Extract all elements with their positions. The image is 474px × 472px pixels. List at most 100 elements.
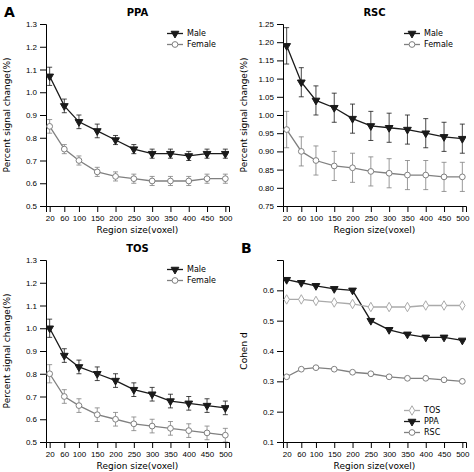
tick: 0.3 <box>263 377 283 386</box>
error-bar <box>47 365 52 383</box>
tick-mark <box>50 442 51 448</box>
tick-label: 1.05 <box>258 93 274 102</box>
error-cap <box>423 118 428 119</box>
error-bar <box>284 111 289 147</box>
error-cap <box>205 174 210 175</box>
series <box>284 365 465 384</box>
legend-label: PPA <box>424 417 439 426</box>
error-cap <box>368 140 373 141</box>
tick-label: 0.8 <box>26 134 38 143</box>
tick-label: 0.85 <box>258 166 274 175</box>
error-cap <box>368 156 373 157</box>
tick-mark <box>40 442 46 443</box>
tick-label: 0.9 <box>26 347 38 356</box>
y-axis: 0.10.20.30.40.50.6 <box>263 261 284 448</box>
tick-mark <box>40 92 46 93</box>
panel: 20601001502002503003504004505000.50.60.7… <box>2 4 233 235</box>
error-cap <box>313 145 318 146</box>
tick: 1.25 <box>258 20 283 29</box>
tick: 400 <box>183 206 197 223</box>
tick: 500 <box>456 442 470 459</box>
marker <box>299 295 304 304</box>
error-bar <box>442 162 447 191</box>
tick: 20 <box>283 442 292 459</box>
error-bar <box>131 417 136 431</box>
error-cap <box>168 421 173 422</box>
marker <box>167 399 175 406</box>
error-cap <box>405 160 410 161</box>
tick-label: 500 <box>456 450 470 459</box>
error-bar <box>168 422 173 436</box>
tick: 150 <box>328 442 342 459</box>
x-axis: 2060100150200250300350400450500 <box>46 442 233 459</box>
marker <box>368 371 374 377</box>
tick-mark <box>152 442 153 448</box>
marker <box>298 366 304 372</box>
marker <box>313 365 319 371</box>
marker <box>330 287 338 294</box>
tick-label: 0.9 <box>26 111 38 120</box>
tick: 60 <box>60 442 69 459</box>
marker <box>185 154 193 161</box>
tick: 1.3 <box>26 256 46 265</box>
x-axis: 2060100150200250300350400450500 <box>46 206 233 223</box>
error-bar <box>131 174 136 183</box>
error-cap <box>186 396 191 397</box>
tick-mark <box>334 442 335 448</box>
error-cap <box>223 414 228 415</box>
tick-label: 400 <box>183 214 197 223</box>
error-bar <box>62 390 67 404</box>
error-cap <box>95 124 100 125</box>
tick-label: 1.3 <box>26 20 38 29</box>
marker <box>167 151 175 158</box>
error-cap <box>205 439 210 440</box>
error-cap <box>350 182 355 183</box>
error-cap <box>299 136 304 137</box>
tick: 500 <box>456 206 470 223</box>
marker <box>349 288 357 295</box>
error-cap <box>205 183 210 184</box>
tick-mark <box>277 151 283 152</box>
tick-label: 0.80 <box>258 184 274 193</box>
error-cap <box>95 137 100 138</box>
marker <box>405 375 411 381</box>
tick-mark <box>316 206 317 212</box>
tick: 450 <box>201 206 215 223</box>
marker <box>47 123 53 129</box>
marker <box>423 375 429 381</box>
tick: 0.6 <box>263 286 283 295</box>
error-cap <box>299 96 304 97</box>
marker <box>297 80 305 87</box>
tick-label: 350 <box>164 214 178 223</box>
tick: 450 <box>438 442 452 459</box>
tick: 100 <box>73 206 87 223</box>
axis-line <box>40 25 47 207</box>
tick-mark <box>334 206 335 212</box>
tick-label: 0.3 <box>263 377 275 386</box>
tick-label: 20 <box>46 450 55 459</box>
marker <box>441 301 446 310</box>
error-bar <box>62 145 67 154</box>
tick: 0.95 <box>258 129 283 138</box>
legend-item: Female <box>167 276 216 285</box>
tick-mark <box>301 206 302 212</box>
marker <box>422 131 430 138</box>
marker <box>350 165 356 171</box>
error-bar <box>205 426 210 440</box>
marker <box>46 74 54 81</box>
marker <box>283 44 291 51</box>
tick-mark <box>277 24 283 25</box>
tick: 500 <box>219 442 233 459</box>
marker <box>283 277 291 284</box>
tick-label: 0.5 <box>26 438 38 447</box>
tick-mark <box>301 442 302 448</box>
line <box>287 46 463 139</box>
error-cap <box>47 85 52 86</box>
error-cap <box>131 416 136 417</box>
legend-label: Male <box>187 29 206 38</box>
error-bar <box>186 424 191 438</box>
tick: 300 <box>383 442 397 459</box>
tick-mark <box>40 374 46 375</box>
tick: 0.5 <box>26 202 46 211</box>
error-cap <box>47 67 52 68</box>
